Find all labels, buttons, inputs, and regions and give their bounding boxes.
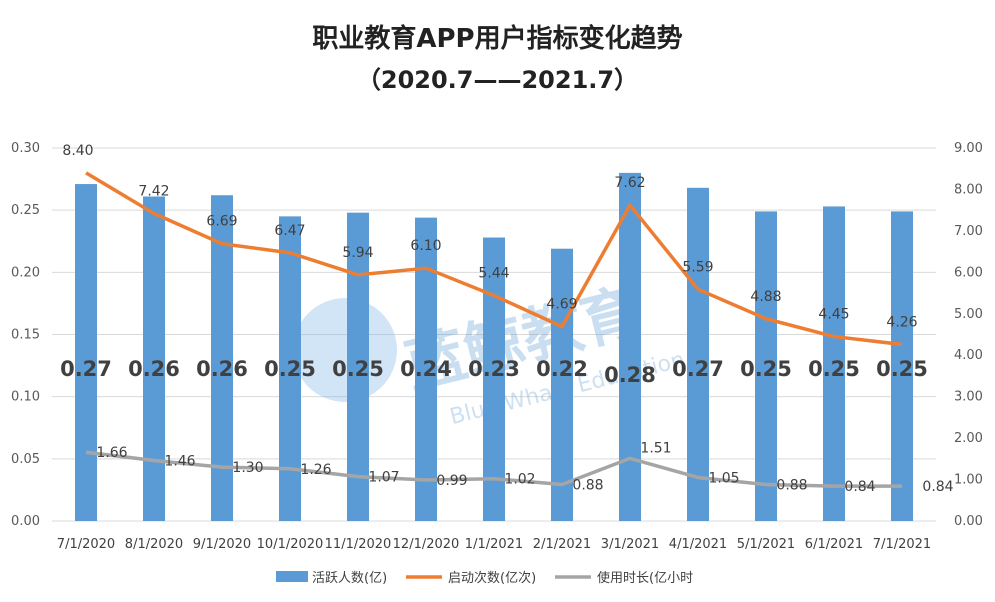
bar-data-label: 0.25 bbox=[808, 357, 860, 381]
bar bbox=[755, 211, 777, 521]
y-left-tick-label: 0.15 bbox=[11, 328, 40, 343]
x-tick-label: 8/1/2020 bbox=[125, 537, 183, 552]
chart-title: 职业教育APP用户指标变化趋势 bbox=[312, 24, 683, 54]
x-tick-label: 3/1/2021 bbox=[601, 537, 659, 552]
launch-data-label: 8.40 bbox=[62, 143, 93, 159]
launch-data-label: 5.44 bbox=[478, 266, 509, 282]
legend-label: 活跃人数(亿) bbox=[312, 571, 387, 586]
bar-data-label: 0.25 bbox=[332, 357, 384, 381]
duration-data-label: 1.30 bbox=[232, 460, 263, 476]
duration-data-label: 1.02 bbox=[504, 472, 535, 488]
bar-data-label: 0.25 bbox=[876, 357, 928, 381]
launch-data-label: 4.88 bbox=[750, 289, 781, 305]
bar bbox=[143, 196, 165, 522]
launch-data-label: 4.69 bbox=[546, 297, 577, 313]
launch-data-label: 6.47 bbox=[274, 223, 305, 239]
launch-data-label: 6.10 bbox=[410, 238, 441, 254]
y-right-tick-label: 9.00 bbox=[954, 141, 983, 156]
launch-data-label: 6.69 bbox=[206, 214, 237, 230]
y-right-tick-label: 5.00 bbox=[954, 307, 983, 322]
bar-data-label: 0.24 bbox=[400, 357, 452, 381]
duration-data-label: 0.99 bbox=[436, 473, 467, 489]
bar bbox=[891, 211, 913, 521]
duration-data-label: 0.88 bbox=[572, 478, 603, 494]
line-duration bbox=[85, 450, 902, 488]
duration-data-label: 1.26 bbox=[300, 462, 331, 478]
duration-data-label: 1.46 bbox=[164, 453, 195, 469]
x-tick-label: 7/1/2021 bbox=[873, 537, 931, 552]
bar bbox=[279, 216, 301, 521]
x-tick-label: 12/1/2020 bbox=[393, 537, 460, 552]
bar bbox=[415, 217, 437, 522]
launch-data-label: 7.42 bbox=[138, 183, 169, 199]
duration-data-label: 1.07 bbox=[368, 470, 399, 486]
launch-data-label: 4.45 bbox=[818, 307, 849, 323]
x-tick-label: 4/1/2021 bbox=[669, 537, 727, 552]
line-launches bbox=[85, 171, 903, 347]
legend-label: 启动次数(亿次) bbox=[448, 570, 536, 586]
bar-data-label: 0.26 bbox=[196, 357, 248, 381]
launch-data-label: 5.94 bbox=[342, 245, 373, 261]
bar bbox=[483, 237, 505, 521]
y-right-tick-label: 0.00 bbox=[954, 514, 983, 529]
x-tick-label: 1/1/2021 bbox=[465, 537, 523, 552]
duration-data-label: 1.51 bbox=[640, 440, 671, 456]
y-right-tick-label: 1.00 bbox=[954, 473, 983, 488]
y-right-tick-label: 6.00 bbox=[954, 265, 983, 280]
y-right-tick-label: 3.00 bbox=[954, 390, 983, 405]
x-tick-label: 6/1/2021 bbox=[805, 537, 863, 552]
y-left-tick-label: 0.30 bbox=[11, 141, 40, 156]
legend-label: 使用时长(亿小时 bbox=[597, 570, 693, 586]
watermark-logo bbox=[293, 298, 397, 402]
bar bbox=[347, 212, 369, 522]
y-left-tick-label: 0.20 bbox=[11, 265, 40, 280]
legend-swatch-bar bbox=[276, 571, 308, 582]
launch-data-label: 5.59 bbox=[682, 259, 713, 275]
y-left-tick-label: 0.00 bbox=[11, 514, 40, 529]
x-tick-label: 7/1/2020 bbox=[57, 537, 115, 552]
bar bbox=[619, 172, 641, 521]
launch-data-label: 7.62 bbox=[614, 175, 645, 191]
y-left-tick-label: 0.05 bbox=[11, 452, 40, 467]
x-tick-label: 10/1/2020 bbox=[257, 537, 324, 552]
bar-data-label: 0.25 bbox=[264, 357, 316, 381]
bar bbox=[75, 184, 97, 521]
bar-data-label: 0.23 bbox=[468, 357, 520, 381]
bar-data-label: 0.27 bbox=[672, 357, 724, 381]
duration-data-label: 1.05 bbox=[708, 470, 739, 486]
chart-subtitle: （2020.7——2021.7） bbox=[356, 66, 639, 94]
duration-data-label: 1.66 bbox=[96, 445, 127, 461]
y-right-tick-label: 4.00 bbox=[954, 348, 983, 363]
y-right-tick-label: 7.00 bbox=[954, 224, 983, 239]
bar bbox=[687, 187, 709, 521]
duration-data-label: 0.84 bbox=[844, 479, 875, 495]
duration-data-label: 0.84 bbox=[922, 479, 953, 495]
y-left-tick-label: 0.10 bbox=[11, 390, 40, 405]
bar-data-label: 0.28 bbox=[604, 363, 656, 387]
bar-data-label: 0.22 bbox=[536, 357, 588, 381]
bar-data-label: 0.27 bbox=[60, 357, 112, 381]
launch-data-label: 4.26 bbox=[886, 314, 917, 330]
bar-data-label: 0.25 bbox=[740, 357, 792, 381]
y-right-tick-label: 2.00 bbox=[954, 431, 983, 446]
y-right-tick-label: 8.00 bbox=[954, 182, 983, 197]
y-left-tick-label: 0.25 bbox=[11, 203, 40, 218]
x-tick-label: 5/1/2021 bbox=[737, 537, 795, 552]
bar bbox=[823, 206, 845, 522]
x-tick-label: 9/1/2020 bbox=[193, 537, 251, 552]
bar bbox=[211, 195, 233, 521]
x-tick-label: 2/1/2021 bbox=[533, 537, 591, 552]
bar-data-label: 0.26 bbox=[128, 357, 180, 381]
duration-data-label: 0.88 bbox=[776, 478, 807, 494]
x-tick-label: 11/1/2020 bbox=[325, 537, 392, 552]
